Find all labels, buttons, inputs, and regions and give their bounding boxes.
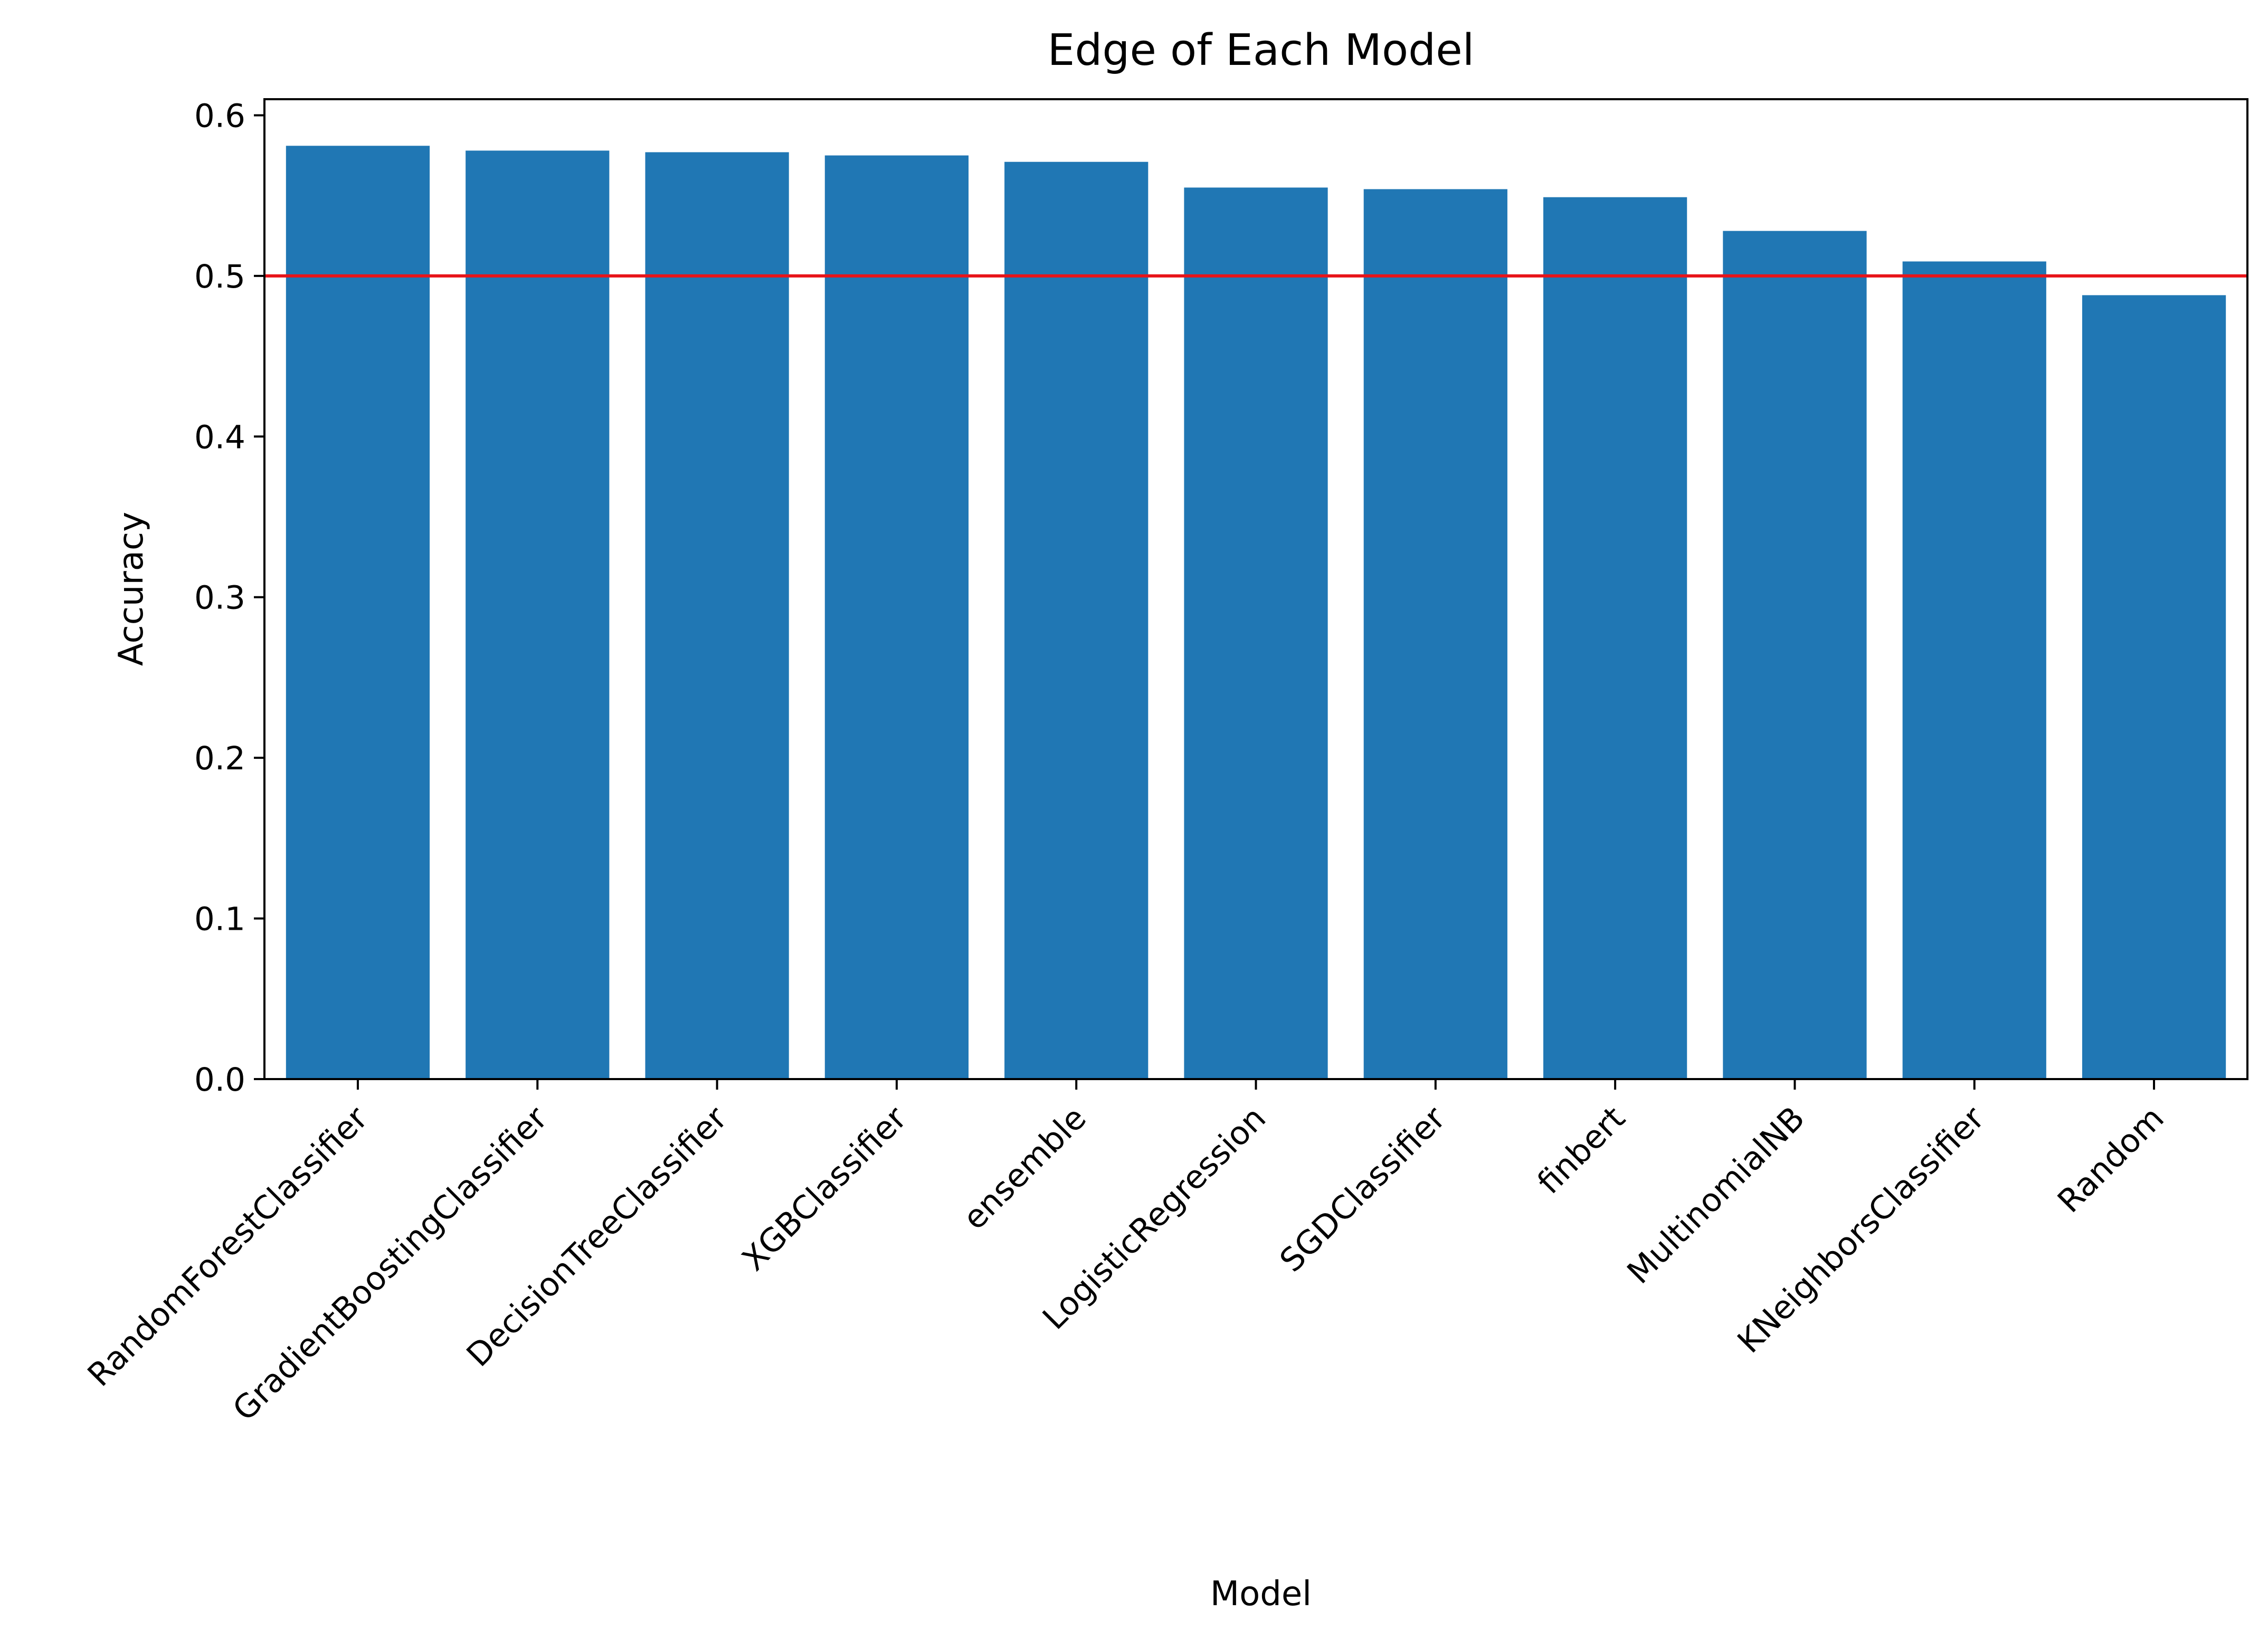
y-tick-label: 0.1 — [194, 901, 245, 938]
x-tick-label: ensemble — [956, 1099, 1094, 1237]
x-axis-label: Model — [1210, 1575, 1312, 1614]
y-tick-label: 0.6 — [194, 97, 245, 135]
x-tick-label: finbert — [1530, 1099, 1632, 1201]
y-tick-label: 0.0 — [194, 1061, 245, 1099]
bar-Random — [2082, 295, 2226, 1079]
bar-XGBClassifier — [824, 155, 969, 1079]
bar-DecisionTreeClassifier — [645, 152, 789, 1079]
bars — [286, 146, 2226, 1080]
x-tick-label: RandomForestClassifier — [81, 1099, 376, 1394]
y-axis-label: Accuracy — [112, 512, 151, 666]
bar-GradientBoostingClassifier — [466, 150, 610, 1079]
bar-RandomForestClassifier — [286, 146, 430, 1080]
y-tick-label: 0.4 — [194, 418, 245, 456]
bar-ensemble — [1004, 161, 1149, 1080]
x-tick-label: GradientBoostingClassifier — [226, 1099, 555, 1428]
bar-finbert — [1543, 197, 1687, 1080]
bar-LogisticRegression — [1184, 187, 1328, 1079]
y-tick-label: 0.5 — [194, 258, 245, 295]
x-axis: RandomForestClassifierGradientBoostingCl… — [81, 1079, 2171, 1428]
y-tick-label: 0.3 — [194, 579, 245, 617]
x-tick-label: SGDClassifier — [1273, 1099, 1453, 1280]
x-tick-label: XGBClassifier — [735, 1099, 915, 1279]
x-tick-label: MultinomialNB — [1620, 1099, 1812, 1291]
x-tick-label: Random — [2051, 1099, 2171, 1220]
bar-KNeighborsClassifier — [1902, 261, 2046, 1080]
y-tick-label: 0.2 — [194, 740, 245, 777]
y-axis: 0.0 0.1 0.2 0.3 0.4 0.5 0.6 — [194, 97, 264, 1099]
bar-MultinomialNB — [1723, 231, 1867, 1079]
bar-SGDClassifier — [1363, 189, 1507, 1079]
chart-title: Edge of Each Model — [1048, 25, 1475, 75]
